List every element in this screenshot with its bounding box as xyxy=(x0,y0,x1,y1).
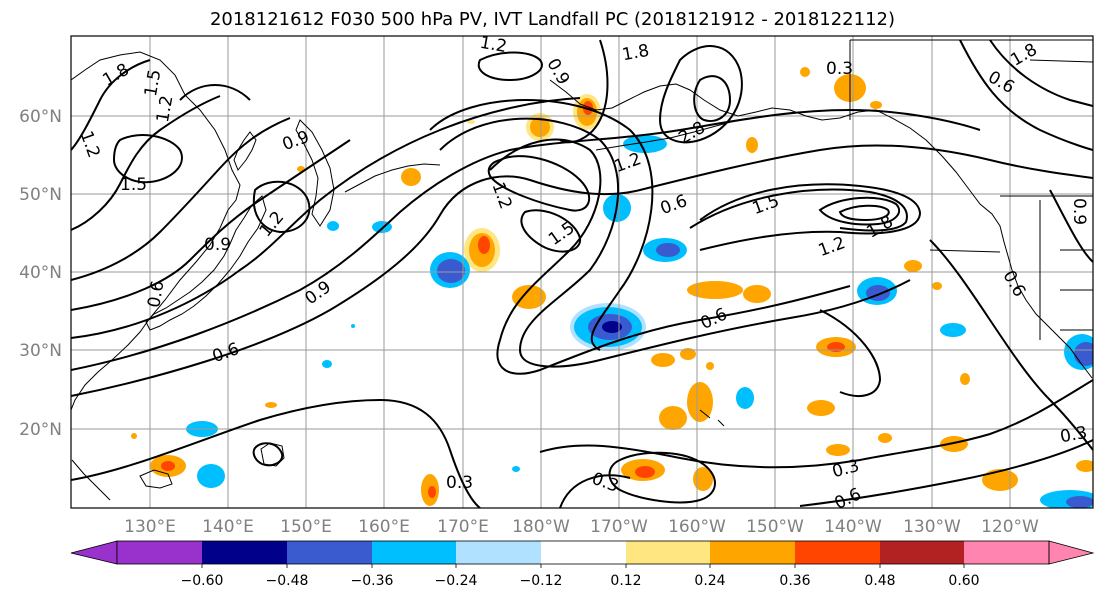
colorbar-tick-label: 0.12 xyxy=(610,573,641,589)
colorbar: −0.60 −0.48 −0.36 −0.24 −0.12 0.12 0.24 … xyxy=(70,540,1095,589)
contour-label: 1.5 xyxy=(120,175,147,195)
contour-label: 0.6 xyxy=(144,279,168,309)
colorbar-swatch xyxy=(287,541,372,564)
colorbar-swatch xyxy=(795,541,880,564)
lon-label: 130°E xyxy=(124,517,176,537)
contour-label: 0.9 xyxy=(1069,198,1089,225)
colorbar-swatch xyxy=(202,541,287,564)
map-frame xyxy=(70,35,1094,509)
lon-label: 120°W xyxy=(981,517,1039,537)
lon-label: 180°W xyxy=(512,517,570,537)
contour-label: 0.3 xyxy=(826,59,853,79)
colorbar-frame xyxy=(116,540,1050,565)
figure-title: 2018121612 F030 500 hPa PV, IVT Landfall… xyxy=(209,9,896,30)
positive-anomaly xyxy=(131,67,1093,506)
contour-label: 0.3 xyxy=(446,473,473,493)
colorbar-tick-label: 0.60 xyxy=(948,573,979,589)
colorbar-swatch xyxy=(372,541,456,564)
colorbar-tick-label: −0.48 xyxy=(266,573,309,589)
contour-label: 1.8 xyxy=(621,41,651,65)
lat-label: 60°N xyxy=(19,107,62,127)
lon-label: 160°E xyxy=(358,517,410,537)
colorbar-swatch xyxy=(117,541,202,564)
colorbar-swatch xyxy=(456,541,541,564)
colorbar-tick-label: 0.48 xyxy=(864,573,895,589)
colorbar-tick-label: −0.60 xyxy=(181,573,224,589)
colorbar-tick-label: 0.36 xyxy=(779,573,810,589)
lat-label: 30°N xyxy=(19,341,62,361)
lon-label: 150°E xyxy=(280,517,332,537)
colorbar-extend-low xyxy=(70,540,118,565)
lat-label: 40°N xyxy=(19,263,62,283)
colorbar-swatch xyxy=(710,541,795,564)
lat-label: 20°N xyxy=(19,420,62,440)
contour-label: 0.3 xyxy=(1059,423,1089,447)
colorbar-tick-label: −0.12 xyxy=(520,573,563,589)
colorbar-tick-label: −0.24 xyxy=(435,573,478,589)
colorbar-swatch xyxy=(964,541,1049,564)
contour-label: 1.2 xyxy=(478,33,508,57)
lon-label: 140°W xyxy=(824,517,882,537)
lon-label: 130°W xyxy=(903,517,961,537)
colorbar-tick-label: −0.36 xyxy=(351,573,394,589)
colorbar-extend-high xyxy=(1048,540,1095,565)
latitude-labels: 60°N 50°N 40°N 30°N 20°N xyxy=(19,107,62,440)
lon-label: 170°E xyxy=(437,517,489,537)
lon-label: 160°W xyxy=(668,517,726,537)
pv-contours xyxy=(71,39,1093,508)
colorbar-swatch xyxy=(541,541,626,564)
contour-label: 1.5 xyxy=(141,68,165,98)
lon-label: 170°W xyxy=(590,517,648,537)
contour-label: 0.9 xyxy=(204,235,231,255)
colorbar-swatch xyxy=(880,541,964,564)
colorbar-swatch xyxy=(626,541,710,564)
longitude-labels: 130°E 140°E 150°E 160°E 170°E 180°W 170°… xyxy=(124,517,1039,537)
contour-label: 1.2 xyxy=(153,94,177,124)
lon-label: 140°E xyxy=(202,517,254,537)
lat-label: 50°N xyxy=(19,185,62,205)
colorbar-tick-label: 0.24 xyxy=(694,573,725,589)
lon-label: 150°W xyxy=(746,517,804,537)
